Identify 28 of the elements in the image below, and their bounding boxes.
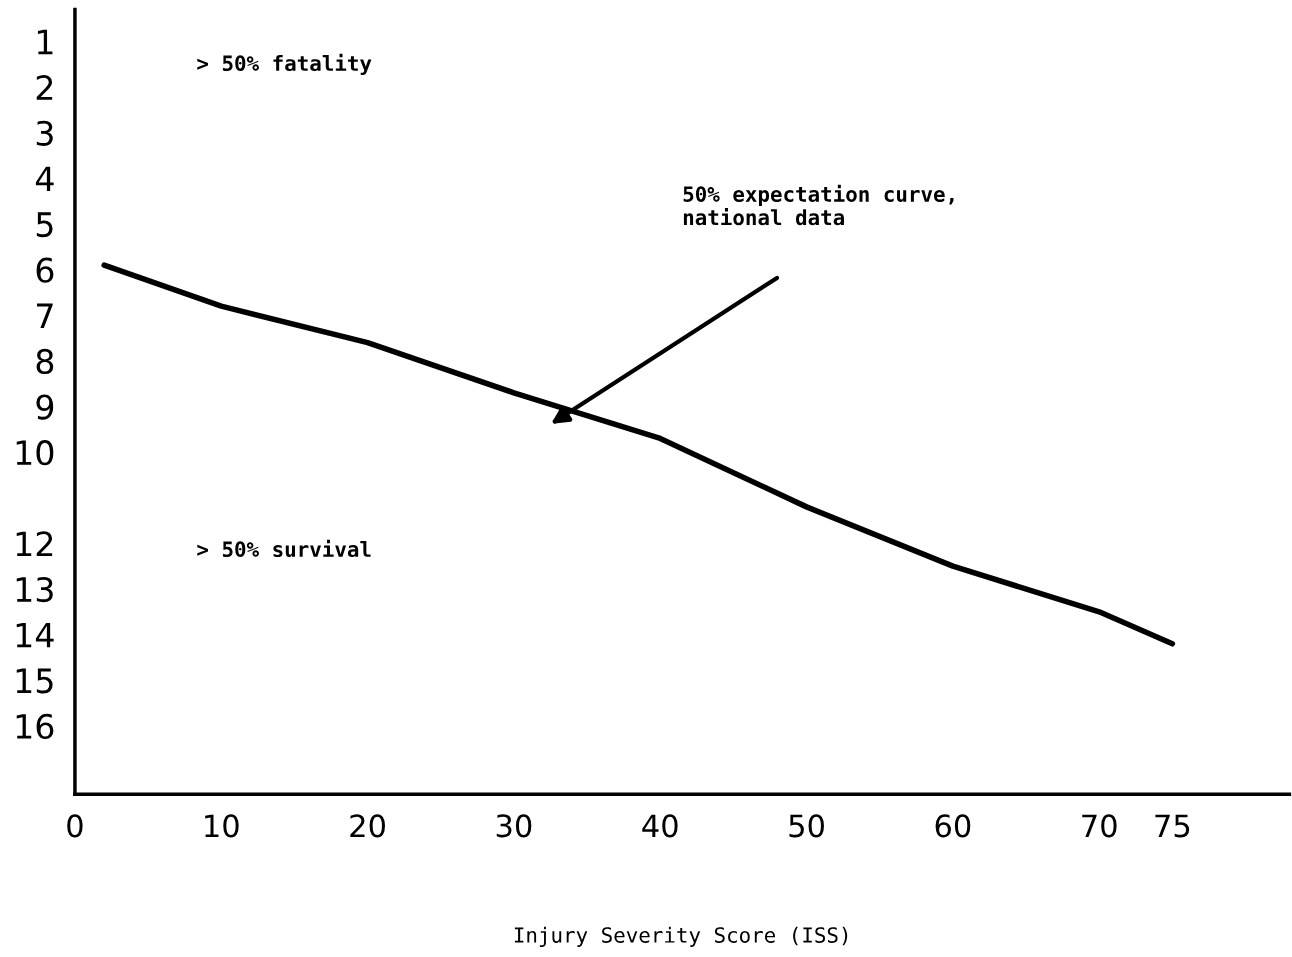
y-tick-label: 3 xyxy=(36,120,53,146)
x-tick-label: 20 xyxy=(350,814,385,838)
y-tick-label: 5 xyxy=(36,212,53,238)
x-tick-label: 0 xyxy=(67,814,83,838)
y-tick-label: 8 xyxy=(36,348,54,375)
y-tick-label: 13 xyxy=(16,576,53,603)
x-tick-label: 40 xyxy=(642,814,678,838)
annotation: 50% expectation curve, national data xyxy=(683,184,954,226)
y-tick-label: 4 xyxy=(35,166,54,192)
y-tick-label: 6 xyxy=(36,257,54,283)
x-tick-label: 10 xyxy=(205,814,239,838)
y-tick-label: 7 xyxy=(37,303,53,328)
x-tick-label: 75 xyxy=(1155,814,1190,838)
y-tick-label: 14 xyxy=(16,622,54,648)
x-tick-label: 50 xyxy=(789,814,824,838)
x-tick-label: 60 xyxy=(935,814,971,838)
x-axis-title: Injury Severity Score (ISS) xyxy=(514,926,848,947)
y-tick-label: 9 xyxy=(36,394,54,420)
x-tick-label: 70 xyxy=(1082,814,1117,838)
y-tick-label: 2 xyxy=(36,75,53,100)
y-tick-label: 12 xyxy=(16,531,53,557)
y-tick-label: 15 xyxy=(16,668,53,694)
annotation: > 50% fatality xyxy=(197,53,372,76)
y-tick-label: 1 xyxy=(37,29,53,55)
y-tick-label: 10 xyxy=(16,440,54,466)
y-tick-label: 16 xyxy=(16,713,54,740)
x-tick-label: 30 xyxy=(496,814,532,838)
annotation: > 50% survival xyxy=(197,539,371,558)
